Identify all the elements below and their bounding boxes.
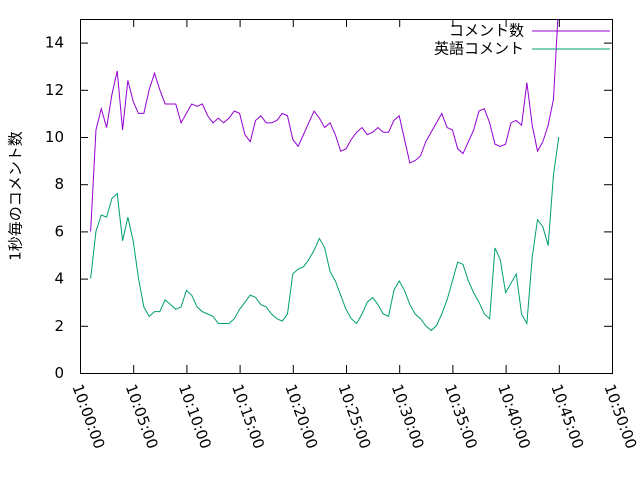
legend-label: 英語コメント <box>434 40 524 58</box>
plot-area <box>90 19 560 332</box>
x-tick-label: 10:50:00 <box>601 382 640 451</box>
y-tick-label: 6 <box>54 222 64 240</box>
x-tick-label: 10:05:00 <box>122 382 162 451</box>
y-tick-label: 12 <box>45 81 64 99</box>
x-tick-label: 10:45:00 <box>547 382 587 451</box>
x-tick-label: 10:20:00 <box>281 382 321 451</box>
legend-label: コメント数 <box>449 22 524 40</box>
x-tick-label: 10:40:00 <box>494 382 534 451</box>
y-tick-label: 8 <box>54 175 64 193</box>
y-axis-label: 1秒毎のコメント数 <box>7 131 25 261</box>
y-tick-label: 0 <box>54 364 64 382</box>
x-tick-label: 10:35:00 <box>441 382 481 451</box>
y-tick-label: 4 <box>54 270 64 288</box>
y-tick-label: 10 <box>45 128 64 146</box>
data-line <box>90 136 560 332</box>
x-tick-label: 10:15:00 <box>228 382 268 451</box>
y-tick-label: 2 <box>54 317 64 335</box>
x-tick-label: 10:10:00 <box>175 382 215 451</box>
x-tick-label: 10:30:00 <box>388 382 428 451</box>
data-line <box>90 19 559 232</box>
x-tick-label: 10:00:00 <box>69 382 109 451</box>
x-tick-label: 10:25:00 <box>335 382 375 451</box>
plot-frame <box>80 19 613 374</box>
y-tick-label: 14 <box>45 34 64 52</box>
